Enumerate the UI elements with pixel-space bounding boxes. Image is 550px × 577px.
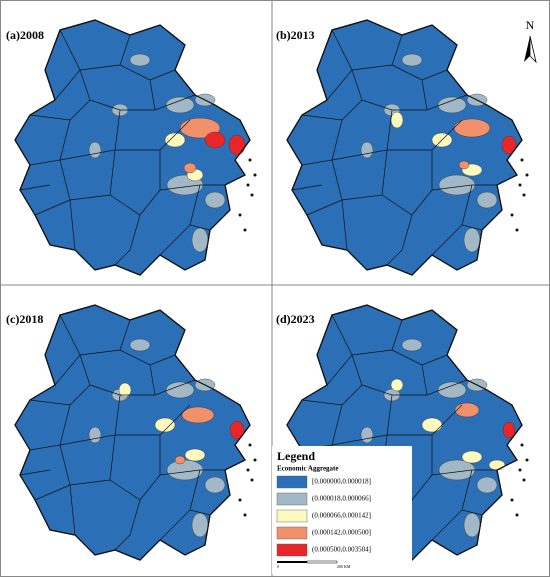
legend-swatch [276, 492, 308, 506]
island [515, 513, 519, 517]
legend-subtitle: Economic Aggregate [277, 465, 339, 473]
island [243, 228, 247, 232]
island [250, 193, 254, 197]
legend: Legend Economic Aggregate [0.000000,0.00… [272, 446, 412, 574]
region-patch [461, 450, 483, 464]
legend-swatch [276, 543, 308, 557]
island [518, 183, 522, 187]
region-patch [88, 426, 102, 444]
scale-end: 200 KM [337, 564, 351, 569]
legend-label: [0.000000,0.000018] [312, 478, 371, 486]
legend-title: Legend [277, 449, 315, 463]
region-patch [401, 53, 423, 67]
legend-label: (0.000500,0.003504] [312, 546, 371, 554]
island [520, 443, 524, 447]
region-patch [204, 476, 226, 494]
region-patch [360, 141, 374, 159]
island [522, 193, 526, 197]
region-patch [181, 406, 215, 424]
region-patch [437, 381, 467, 399]
region-patch [437, 96, 467, 114]
region-patch [421, 417, 443, 433]
island [238, 498, 242, 502]
region-patch [183, 162, 197, 174]
region-patch [154, 417, 176, 433]
island [246, 183, 250, 187]
region-patch [458, 160, 470, 170]
island [246, 468, 250, 472]
region-patch [360, 426, 374, 444]
legend-swatch [276, 509, 308, 523]
legend-label: (0.000018,0.000066] [312, 495, 371, 503]
region-patch [129, 338, 151, 352]
region-patch [229, 420, 245, 440]
island [518, 468, 522, 472]
island [525, 173, 529, 177]
region-patch [165, 381, 195, 399]
island [248, 158, 252, 162]
region-patch [88, 141, 102, 159]
region-patch [228, 134, 246, 156]
legend-swatch [276, 526, 308, 540]
region-patch [165, 96, 195, 114]
legend-swatch [276, 475, 308, 489]
island [253, 458, 257, 462]
region-patch [191, 512, 209, 538]
panel-label: (c)2018 [6, 312, 43, 326]
scale-bar [277, 561, 307, 563]
island [525, 458, 529, 462]
region-patch [390, 378, 404, 392]
map-panel [286, 19, 529, 276]
panel-label: (a)2008 [6, 28, 44, 42]
region-patch [454, 402, 480, 418]
map-panel [14, 19, 257, 276]
region-patch [118, 382, 132, 398]
region-patch [191, 227, 209, 253]
island [515, 228, 519, 232]
island [248, 443, 252, 447]
region-patch [476, 191, 498, 209]
island [522, 478, 526, 482]
panel-label: (d)2023 [276, 312, 315, 326]
region-patch [401, 338, 423, 352]
region-patch [488, 459, 506, 471]
region-patch [164, 132, 186, 148]
island [510, 498, 514, 502]
north-arrow: N [524, 18, 537, 64]
island [238, 213, 242, 217]
region-patch [501, 135, 517, 155]
region-patch [453, 118, 491, 138]
region-patch [184, 448, 206, 462]
island [243, 513, 247, 517]
legend-label: (0.000066,0.000142] [312, 512, 371, 520]
region-patch [204, 131, 226, 149]
north-label: N [526, 18, 535, 32]
region-patch [204, 191, 226, 209]
region-patch [463, 227, 481, 253]
region-patch [174, 455, 186, 465]
island [510, 213, 514, 217]
island [520, 158, 524, 162]
panel-label: (b)2013 [276, 28, 315, 42]
map-panel [286, 304, 529, 561]
island [250, 478, 254, 482]
region-patch [463, 512, 481, 538]
region-patch [390, 111, 404, 129]
legend-label: (0.000142,0.000500] [312, 529, 371, 537]
map-panel [14, 304, 257, 561]
region-patch [502, 421, 516, 439]
scale-start: 0 [277, 564, 279, 569]
scale-bar [306, 560, 338, 564]
region-patch [129, 53, 151, 67]
island [253, 173, 257, 177]
region-patch [476, 476, 498, 494]
